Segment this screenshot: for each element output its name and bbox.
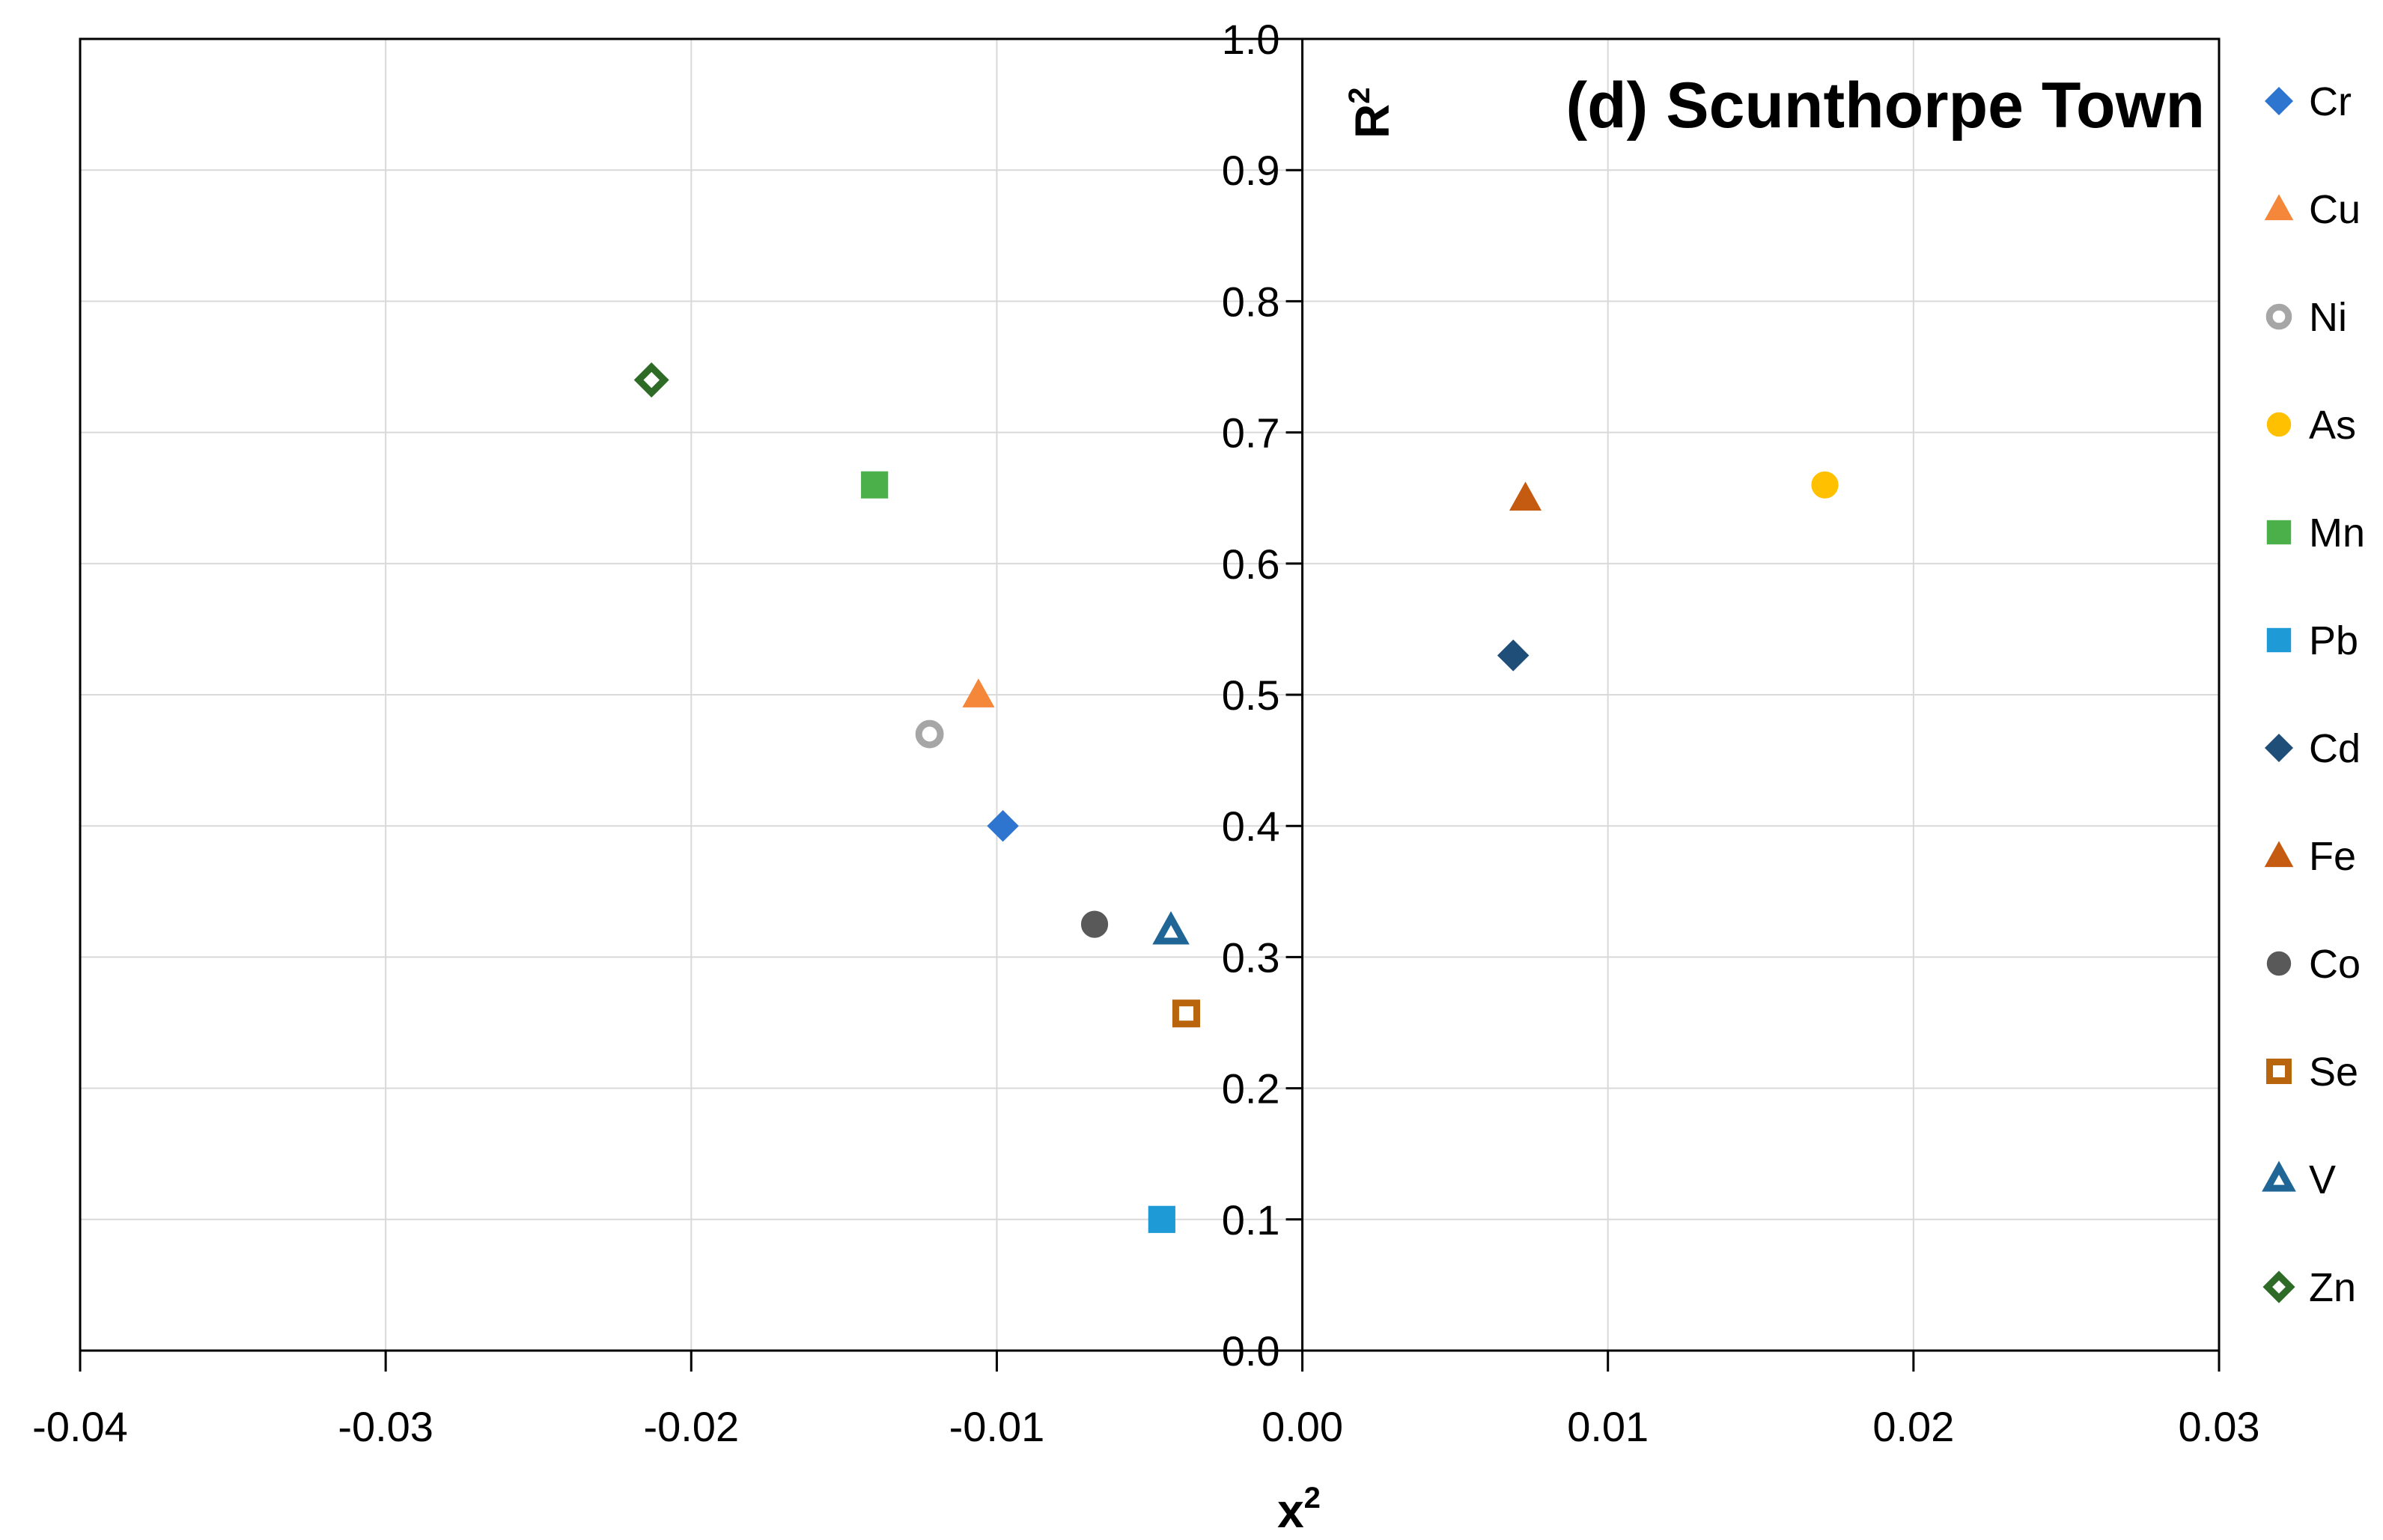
- legend-marker-cd: [2264, 733, 2294, 763]
- legend-marker-co: [2266, 951, 2292, 976]
- data-point-mn: [861, 471, 889, 499]
- legend-label-cr: Cr: [2309, 79, 2352, 124]
- legend-label-fe: Fe: [2309, 834, 2356, 879]
- legend-marker-as: [2266, 412, 2292, 437]
- data-point-co: [1080, 910, 1109, 938]
- data-point-fe: [1509, 481, 1542, 511]
- legend-label-cd: Cd: [2309, 726, 2361, 771]
- x-tick-label: 0.00: [1262, 1403, 1343, 1450]
- axes: [79, 37, 2221, 1372]
- legend-label-as: As: [2309, 403, 2356, 448]
- legend-marker-fe: [2264, 841, 2294, 868]
- legend-marker-zn: [2262, 1270, 2295, 1303]
- x-tick-label: -0.02: [643, 1403, 739, 1450]
- legend-label-v: V: [2309, 1157, 2336, 1202]
- x-tick-labels: -0.04 -0.03 -0.02 -0.01 0.00 0.01 0.02 0.03: [32, 1403, 2259, 1450]
- data-points: [633, 362, 1839, 1233]
- y-tick-label: 0.2: [1222, 1065, 1280, 1113]
- data-point-pb: [1148, 1205, 1175, 1233]
- y-tick-label: 0.7: [1222, 410, 1280, 457]
- legend-marker-ni: [2265, 303, 2292, 330]
- y-tick-label: 1.0: [1222, 16, 1280, 63]
- x-tick-label: -0.04: [32, 1403, 128, 1450]
- data-point-cr: [987, 809, 1019, 842]
- legend-marker-pb: [2266, 627, 2292, 653]
- legend-marker-cu: [2264, 194, 2294, 221]
- gridlines: [79, 38, 2220, 1351]
- chart-title: (d) Scunthorpe Town: [1566, 70, 2206, 141]
- legend-label-zn: Zn: [2309, 1265, 2356, 1310]
- y-tick-labels: 0.0 0.1 0.2 0.3 0.4 0.5 0.6 0.7 0.8 0.9 1.0: [1222, 16, 1280, 1375]
- legend-marker-se: [2266, 1059, 2292, 1084]
- y-tick-label: 0.0: [1222, 1327, 1280, 1375]
- data-point-cu: [962, 678, 995, 707]
- legend-marker-v: [2262, 1160, 2296, 1192]
- data-point-v: [1152, 910, 1190, 945]
- legend-label-se: Se: [2309, 1050, 2358, 1095]
- data-point-ni: [915, 719, 944, 749]
- x-tick-label: 0.01: [1567, 1403, 1649, 1450]
- y-tick-label: 0.5: [1222, 672, 1280, 719]
- legend: Cr Cu Ni As Mn Pb Cd Fe Co Se V Zn: [2262, 79, 2365, 1310]
- data-point-zn: [633, 362, 669, 398]
- legend-label-cu: Cu: [2309, 187, 2361, 232]
- y-tick-label: 0.1: [1222, 1196, 1280, 1244]
- x-tick-label: -0.01: [949, 1403, 1045, 1450]
- x-tick-label: 0.03: [2179, 1403, 2260, 1450]
- y-tick-label: 0.4: [1222, 803, 1280, 850]
- data-point-cd: [1497, 639, 1530, 672]
- legend-label-ni: Ni: [2309, 295, 2347, 340]
- x-tick-label: -0.03: [338, 1403, 433, 1450]
- data-point-as: [1811, 471, 1839, 499]
- y-tick-label: 0.3: [1222, 934, 1280, 981]
- legend-marker-cr: [2264, 86, 2294, 116]
- legend-label-pb: Pb: [2309, 618, 2358, 663]
- x-axis-label: x2: [1277, 1482, 1321, 1538]
- y-tick-label: 0.6: [1222, 541, 1280, 588]
- data-point-se: [1172, 999, 1201, 1028]
- legend-marker-mn: [2266, 520, 2292, 545]
- x-tick-label: 0.02: [1872, 1403, 1954, 1450]
- legend-label-co: Co: [2309, 942, 2361, 987]
- legend-label-mn: Mn: [2309, 511, 2365, 556]
- y-axis-label: R2: [1343, 88, 1399, 139]
- y-tick-label: 0.9: [1222, 147, 1280, 194]
- y-tick-label: 0.8: [1222, 278, 1280, 325]
